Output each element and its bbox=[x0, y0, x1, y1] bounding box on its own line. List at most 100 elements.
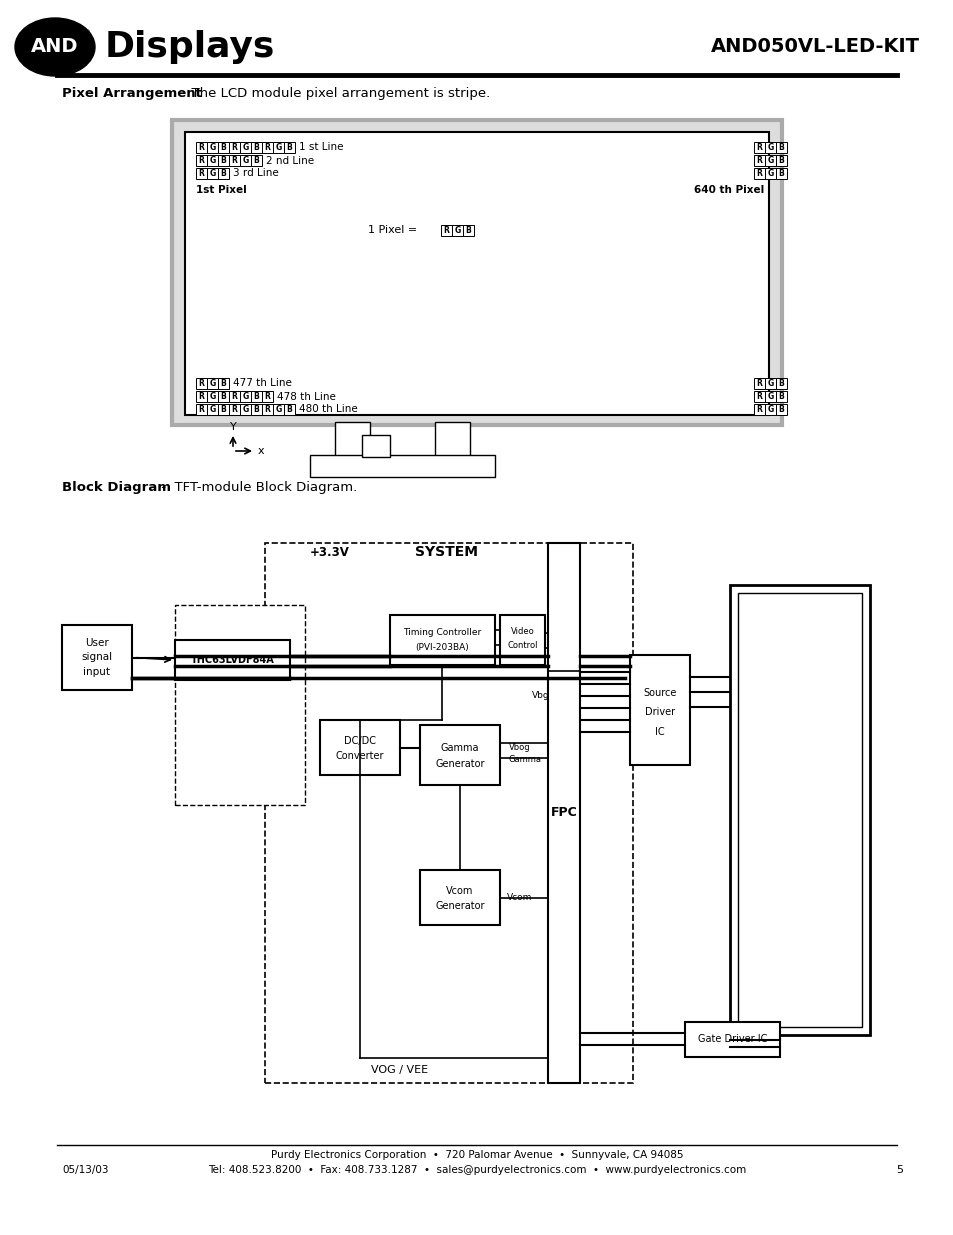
Bar bbox=[207, 391, 218, 403]
Text: B: B bbox=[286, 143, 292, 152]
Text: G: G bbox=[242, 156, 249, 165]
Bar bbox=[319, 720, 399, 776]
Text: 1st Pixel: 1st Pixel bbox=[195, 185, 247, 195]
Text: Purdy Electronics Corporation  •  720 Palomar Avenue  •  Sunnyvale, CA 94085: Purdy Electronics Corporation • 720 Palo… bbox=[271, 1150, 682, 1160]
Bar bbox=[195, 156, 207, 165]
Text: User: User bbox=[85, 638, 109, 648]
Text: TFT-LCD Panel: TFT-LCD Panel bbox=[755, 827, 843, 837]
Bar bbox=[174, 640, 290, 680]
Bar bbox=[174, 605, 305, 805]
Bar bbox=[764, 378, 775, 389]
Text: B: B bbox=[778, 391, 783, 401]
Text: G: G bbox=[209, 405, 215, 414]
Bar bbox=[764, 391, 775, 403]
Text: G: G bbox=[242, 391, 249, 401]
Text: B: B bbox=[286, 405, 292, 414]
Bar bbox=[229, 156, 240, 165]
Text: 478 th Line: 478 th Line bbox=[276, 391, 335, 401]
Text: ®: ® bbox=[85, 30, 91, 36]
Bar bbox=[218, 391, 229, 403]
Text: R: R bbox=[756, 156, 761, 165]
Bar bbox=[262, 142, 273, 153]
Text: B: B bbox=[220, 405, 226, 414]
Bar bbox=[419, 725, 499, 785]
Text: R: R bbox=[232, 391, 237, 401]
Text: Pixel Arrangement: Pixel Arrangement bbox=[62, 86, 202, 100]
Bar bbox=[440, 225, 452, 236]
Bar bbox=[207, 168, 218, 179]
Bar bbox=[62, 625, 132, 690]
Text: B: B bbox=[253, 391, 259, 401]
Bar bbox=[265, 543, 633, 1083]
Bar bbox=[195, 404, 207, 415]
Bar bbox=[335, 422, 370, 457]
Bar bbox=[753, 404, 764, 415]
Bar bbox=[775, 378, 786, 389]
Bar bbox=[207, 156, 218, 165]
Text: 480 th Line: 480 th Line bbox=[298, 405, 357, 415]
Text: R: R bbox=[198, 143, 204, 152]
Bar bbox=[499, 615, 544, 664]
Bar bbox=[218, 404, 229, 415]
Text: 477 th Line: 477 th Line bbox=[233, 378, 292, 389]
Text: Video: Video bbox=[510, 626, 534, 636]
Text: Control: Control bbox=[507, 641, 537, 650]
Text: DC/DC: DC/DC bbox=[344, 736, 375, 746]
Text: R: R bbox=[198, 405, 204, 414]
Text: Generator: Generator bbox=[435, 760, 484, 769]
Text: 1 Pixel =: 1 Pixel = bbox=[368, 225, 420, 235]
Text: 3 rd Line: 3 rd Line bbox=[233, 168, 278, 179]
Text: G: G bbox=[209, 379, 215, 388]
Bar bbox=[284, 404, 294, 415]
Bar bbox=[310, 454, 495, 477]
Bar bbox=[775, 404, 786, 415]
Bar bbox=[229, 404, 240, 415]
Text: B: B bbox=[220, 391, 226, 401]
Bar bbox=[251, 156, 262, 165]
Text: B: B bbox=[778, 405, 783, 414]
Text: AND050VL-LED-KIT: AND050VL-LED-KIT bbox=[710, 37, 919, 57]
Text: G: G bbox=[242, 405, 249, 414]
Text: G: G bbox=[766, 379, 773, 388]
Text: VOG / VEE: VOG / VEE bbox=[371, 1065, 428, 1074]
Text: Vbog: Vbog bbox=[509, 742, 530, 752]
Bar bbox=[775, 168, 786, 179]
Bar bbox=[753, 378, 764, 389]
Bar bbox=[229, 391, 240, 403]
Text: B: B bbox=[253, 143, 259, 152]
Bar bbox=[273, 404, 284, 415]
Bar bbox=[207, 378, 218, 389]
Text: 5: 5 bbox=[896, 1165, 902, 1174]
Bar bbox=[738, 593, 862, 1028]
Text: R: R bbox=[198, 156, 204, 165]
Bar bbox=[218, 378, 229, 389]
Text: G: G bbox=[242, 143, 249, 152]
Text: B: B bbox=[778, 379, 783, 388]
Text: R: R bbox=[756, 391, 761, 401]
Text: B: B bbox=[253, 405, 259, 414]
Bar bbox=[218, 168, 229, 179]
Text: 640 th Pixel: 640 th Pixel bbox=[693, 185, 763, 195]
Bar bbox=[390, 615, 495, 664]
Text: G: G bbox=[209, 156, 215, 165]
Text: G: G bbox=[766, 143, 773, 152]
Bar bbox=[207, 404, 218, 415]
Text: R: R bbox=[264, 405, 270, 414]
Text: R: R bbox=[198, 169, 204, 178]
Text: x: x bbox=[257, 446, 264, 456]
Text: Timing Controller: Timing Controller bbox=[403, 629, 481, 637]
Bar bbox=[240, 142, 251, 153]
Bar bbox=[251, 391, 262, 403]
Bar bbox=[218, 142, 229, 153]
Ellipse shape bbox=[18, 21, 91, 73]
Bar bbox=[435, 422, 470, 457]
Bar bbox=[753, 156, 764, 165]
Text: Tel: 408.523.8200  •  Fax: 408.733.1287  •  sales@purdyelectronics.com  •  www.p: Tel: 408.523.8200 • Fax: 408.733.1287 • … bbox=[208, 1165, 745, 1174]
Bar bbox=[262, 404, 273, 415]
Bar bbox=[251, 142, 262, 153]
Text: Vcom: Vcom bbox=[446, 885, 474, 895]
Text: 2 nd Line: 2 nd Line bbox=[266, 156, 314, 165]
Text: R: R bbox=[756, 169, 761, 178]
Text: (PVI-203BA): (PVI-203BA) bbox=[416, 643, 469, 652]
Bar bbox=[185, 132, 768, 415]
